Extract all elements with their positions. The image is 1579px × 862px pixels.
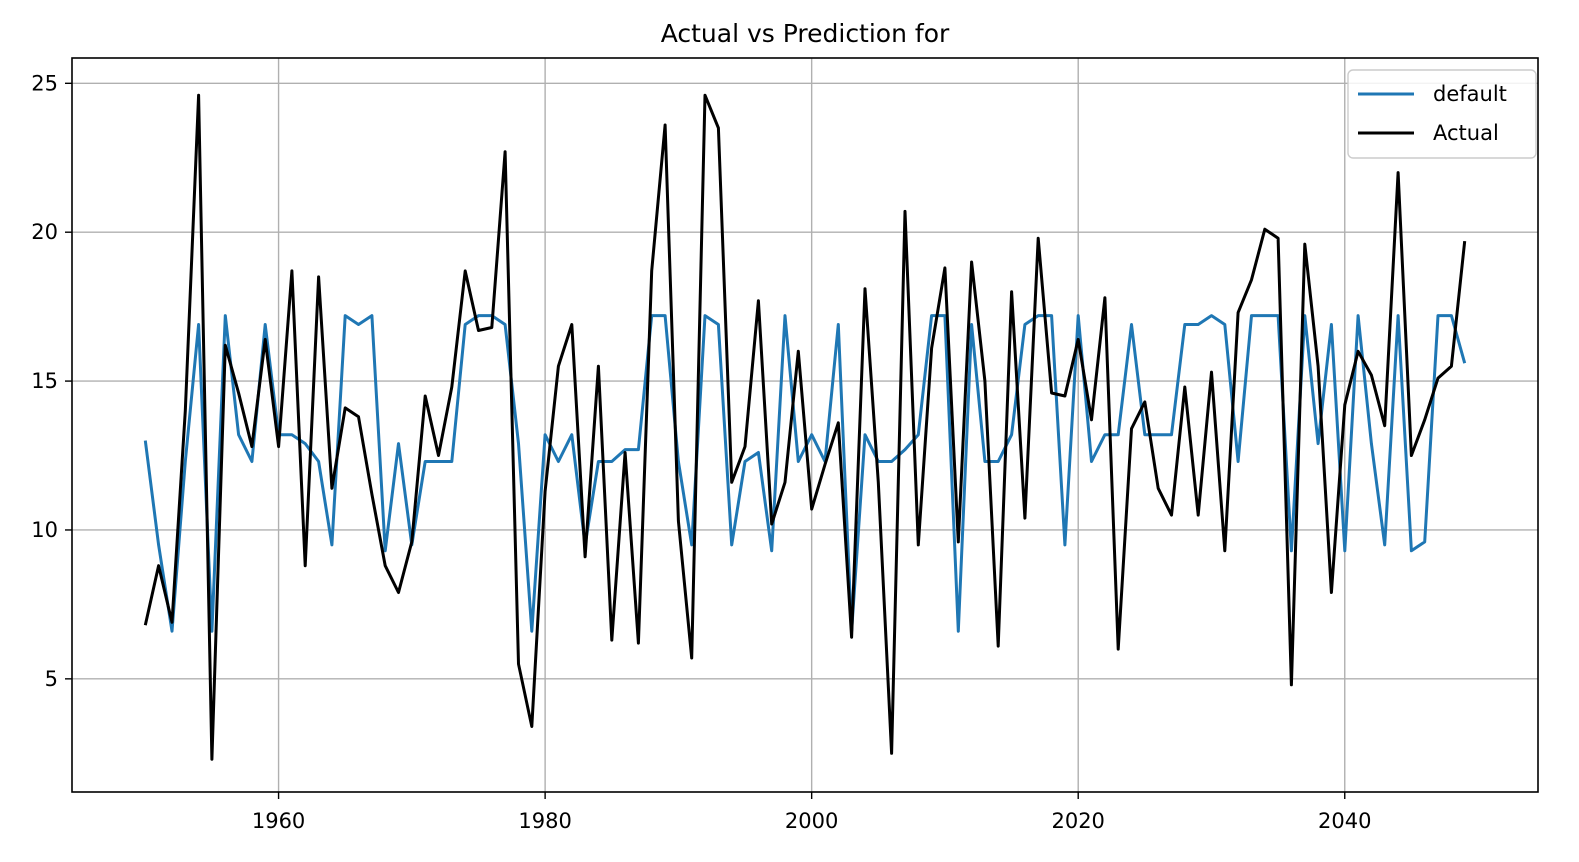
chart-title: Actual vs Prediction for [661, 19, 950, 48]
x-tick-label: 2040 [1318, 809, 1371, 833]
y-tick-label: 5 [45, 667, 58, 691]
legend-box [1347, 69, 1537, 159]
y-tick-label: 10 [31, 518, 58, 542]
y-axis: 5 10 15 20 25 [31, 71, 72, 691]
legend-label-actual: Actual [1433, 121, 1499, 145]
series-layer [143, 93, 1467, 761]
x-tick-label: 2020 [1051, 809, 1104, 833]
x-tick-label: 2000 [785, 809, 838, 833]
series-line-default [143, 314, 1467, 633]
y-tick-label: 25 [31, 71, 58, 95]
legend-label-default: default [1433, 82, 1507, 106]
y-tick-label: 20 [31, 220, 58, 244]
legend: default Actual [1347, 69, 1537, 159]
plot-frame [71, 57, 1539, 793]
series-line-actual [143, 93, 1467, 761]
y-tick-label: 15 [31, 369, 58, 393]
x-axis: 1960 1980 2000 2020 2040 [252, 792, 1371, 833]
x-tick-label: 1980 [518, 809, 571, 833]
x-tick-label: 1960 [252, 809, 305, 833]
